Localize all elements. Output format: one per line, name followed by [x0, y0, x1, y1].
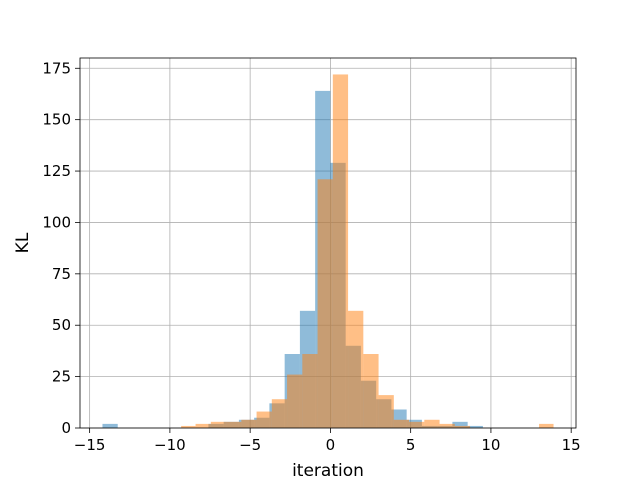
- histogram-bar: [439, 423, 455, 428]
- y-tick-label: 150: [42, 111, 71, 129]
- histogram-bar: [226, 421, 242, 428]
- y-tick-label: 75: [52, 265, 71, 283]
- y-tick-label: 125: [42, 162, 71, 180]
- histogram-bar: [378, 395, 394, 428]
- series-1: [181, 74, 554, 428]
- plot-frame: [79, 57, 577, 429]
- histogram-bar: [409, 421, 425, 428]
- histogram-bar: [302, 354, 318, 428]
- histogram-bar: [348, 310, 364, 428]
- histogram-bar: [102, 423, 118, 428]
- x-tick-label: −15: [74, 436, 106, 454]
- histogram-bar: [241, 419, 257, 428]
- histogram-bar: [271, 399, 288, 428]
- x-axis-label: iteration: [292, 461, 364, 480]
- histogram-bar: [454, 425, 471, 428]
- histogram-bar: [467, 425, 483, 428]
- histogram-bar: [363, 354, 379, 428]
- histogram-bar: [393, 419, 410, 428]
- histogram-bar: [195, 423, 211, 428]
- y-tick-label: 175: [42, 59, 71, 77]
- x-tick-label: −5: [239, 436, 261, 454]
- histogram-bar: [424, 419, 440, 428]
- histogram-bar: [287, 374, 303, 428]
- histogram-bar: [332, 74, 349, 428]
- histogram-bar: [210, 421, 227, 428]
- x-tick-label: 0: [326, 436, 336, 454]
- x-axis-ticks: −15 −10 −5 0 5 10 15: [74, 428, 581, 454]
- histogram-bar: [539, 423, 554, 428]
- histogram-bar: [256, 411, 272, 428]
- y-axis-ticks: 0 25 50 75 100 125 150 175: [42, 59, 80, 437]
- y-tick-label: 25: [52, 368, 71, 386]
- x-tick-label: −10: [154, 436, 186, 454]
- x-tick-label: 10: [481, 436, 500, 454]
- y-tick-label: 100: [42, 213, 71, 231]
- histogram-bars: [102, 74, 554, 429]
- y-axis-label: KL: [13, 232, 33, 253]
- x-tick-label: 5: [406, 436, 416, 454]
- histogram-bar: [452, 421, 468, 428]
- x-tick-label: 15: [562, 436, 581, 454]
- y-tick-label: 0: [61, 419, 71, 437]
- histogram-bar: [181, 425, 196, 428]
- histogram-bar: [317, 179, 333, 428]
- y-tick-label: 50: [52, 316, 71, 334]
